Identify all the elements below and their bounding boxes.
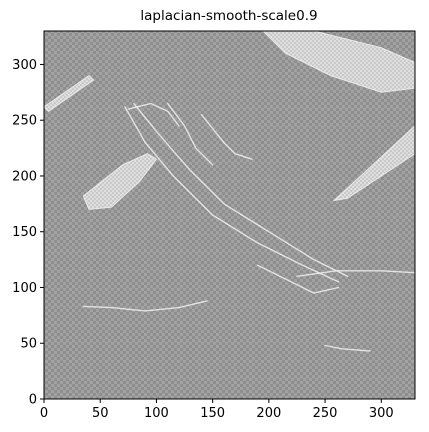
bright-regions: [44, 31, 415, 210]
heatmap-grid-texture: [44, 31, 415, 399]
x-axis: 0 50 100 150 200 250 300: [40, 399, 394, 421]
edge-line-3: [127, 102, 180, 127]
chart-title: laplacian-smooth-scale0.9: [140, 8, 317, 24]
y-tick-label: 100: [12, 281, 37, 296]
edge-line-6: [82, 300, 208, 312]
x-tick-label: 200: [256, 406, 281, 421]
edge-line-4: [166, 102, 214, 166]
y-tick-label: 50: [20, 337, 37, 352]
x-tick-label: 250: [313, 406, 338, 421]
edge-lines: [82, 102, 415, 378]
edge-line-1: [124, 106, 340, 283]
edge-line-10: [414, 376, 415, 378]
plot-area: [44, 31, 415, 399]
y-tick-label: 200: [12, 169, 37, 184]
bright-region-3: [332, 125, 415, 202]
x-tick-label: 150: [200, 406, 225, 421]
y-axis: 0 50 100 150 200 250 300: [12, 58, 44, 408]
edge-line-8: [296, 270, 415, 277]
x-tick-label: 300: [369, 406, 394, 421]
x-tick-label: 100: [144, 406, 169, 421]
y-tick-label: 300: [12, 58, 37, 73]
edge-line-2: [133, 102, 349, 277]
plot-frame: [43, 30, 416, 400]
bright-region-4: [82, 153, 158, 210]
y-tick-label: 150: [12, 225, 37, 240]
y-tick-label: 0: [29, 393, 37, 408]
edge-line-5: [200, 113, 253, 160]
bright-region-2: [262, 31, 415, 93]
bright-region-1: [44, 74, 95, 112]
x-tick-label: 50: [92, 406, 109, 421]
edge-line-7: [256, 264, 340, 294]
x-tick-label: 0: [40, 406, 48, 421]
edge-line-9: [324, 344, 371, 352]
y-tick-label: 250: [12, 114, 37, 129]
